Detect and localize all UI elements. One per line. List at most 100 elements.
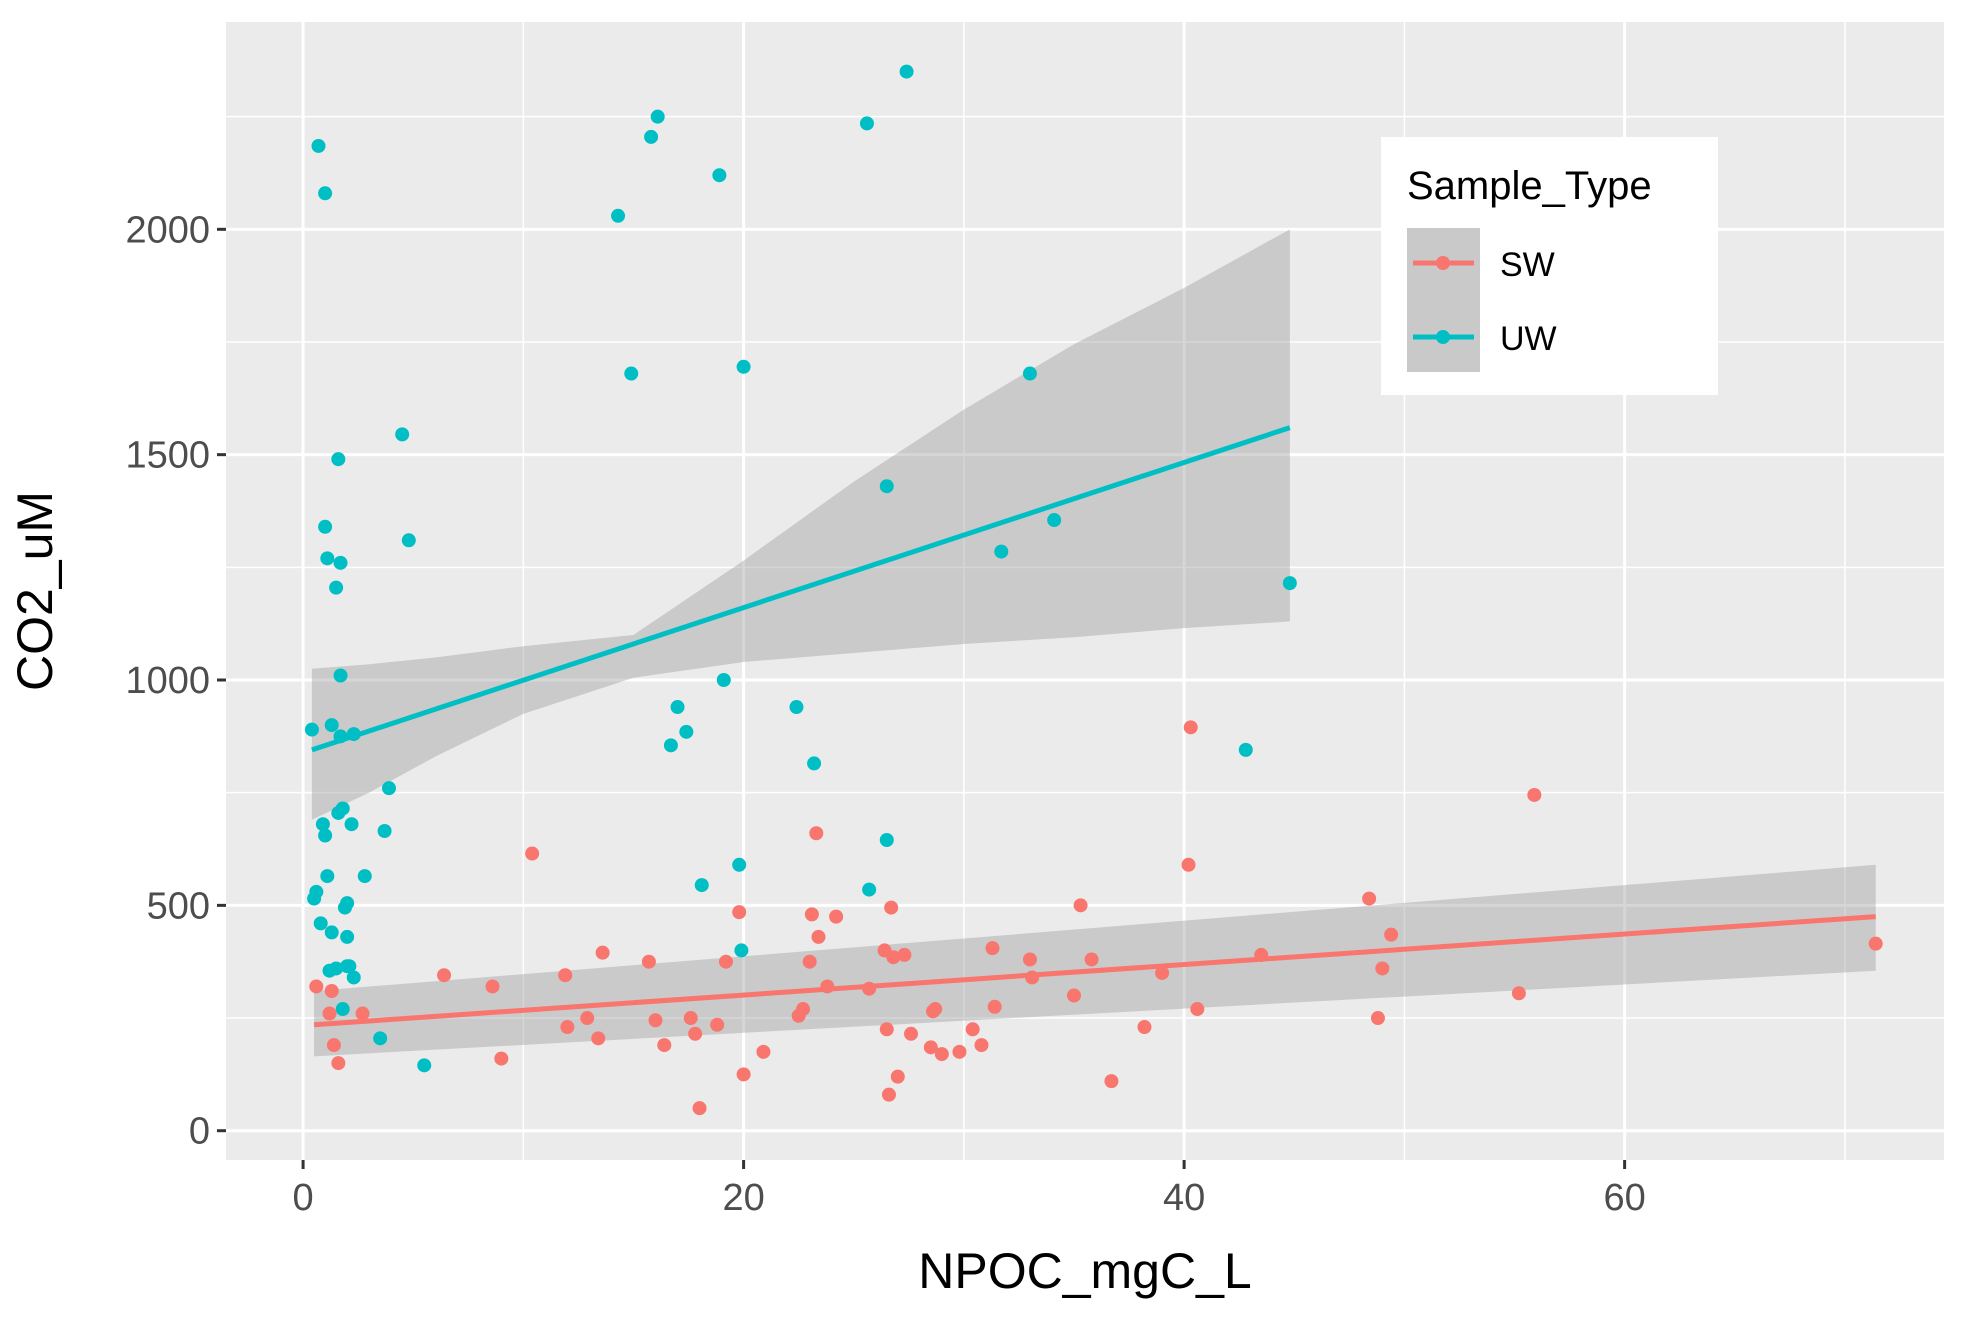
data-point-sw (1868, 936, 1883, 951)
data-point-sw (326, 1038, 341, 1053)
x-tick-label: 60 (1603, 1177, 1645, 1219)
data-point-uw (670, 700, 685, 715)
legend-marker-uw (1436, 330, 1450, 344)
data-point-sw (809, 826, 824, 841)
data-point-sw (560, 1020, 575, 1035)
data-point-sw (756, 1044, 771, 1059)
data-point-uw (732, 857, 747, 872)
legend-label-sw: SW (1500, 246, 1555, 284)
data-point-sw (862, 981, 877, 996)
data-point-sw (802, 954, 817, 969)
y-tick-label: 500 (147, 885, 210, 927)
data-point-sw (485, 979, 500, 994)
data-point-uw (624, 366, 639, 381)
data-point-sw (580, 1011, 595, 1026)
trend-line-sw (313, 914, 1876, 1028)
x-axis-title: NPOC_mgC_L (918, 1243, 1251, 1299)
data-point-sw (718, 954, 733, 969)
data-point-sw (591, 1031, 606, 1046)
data-point-sw (1155, 965, 1170, 980)
x-tick-label: 40 (1163, 1177, 1205, 1219)
data-point-uw (694, 878, 709, 893)
data-point-sw (324, 983, 339, 998)
y-axis-title: CO2_uM (7, 491, 63, 691)
x-tick-label: 20 (722, 1177, 764, 1219)
data-point-uw (333, 729, 348, 744)
data-point-uw (329, 961, 344, 976)
data-point-sw (987, 999, 1002, 1014)
data-point-sw (829, 909, 844, 924)
legend-marker-sw (1436, 256, 1450, 270)
data-point-uw (859, 116, 874, 131)
data-point-sw (1362, 891, 1377, 906)
legend-title: Sample_Type (1407, 164, 1652, 208)
data-point-uw (679, 724, 694, 739)
data-point-uw (357, 869, 372, 884)
data-point-sw (1022, 952, 1037, 967)
data-point-uw (320, 551, 335, 566)
data-point-uw (712, 168, 727, 183)
data-point-uw (318, 828, 333, 843)
data-point-uw (879, 479, 894, 494)
data-point-uw (340, 929, 355, 944)
data-point-sw (890, 1069, 905, 1084)
data-point-sw (923, 1040, 938, 1055)
data-point-uw (994, 544, 1009, 559)
data-point-uw (333, 555, 348, 570)
data-point-uw (340, 896, 355, 911)
data-point-sw (1104, 1074, 1119, 1089)
data-point-uw (611, 208, 626, 223)
data-point-sw (1190, 1002, 1205, 1017)
y-tick-label: 1000 (125, 660, 210, 702)
data-point-sw (1254, 947, 1269, 962)
data-point-sw (1375, 961, 1390, 976)
data-point-sw (732, 905, 747, 920)
data-point-sw (934, 1047, 949, 1062)
data-point-sw (897, 947, 912, 962)
data-point-uw (377, 823, 392, 838)
data-point-sw (437, 968, 452, 983)
data-point-uw (716, 673, 731, 688)
data-point-uw (329, 580, 344, 595)
data-point-sw (683, 1011, 698, 1026)
x-tick-label: 0 (293, 1177, 314, 1219)
y-tick-label: 0 (189, 1111, 210, 1153)
data-point-sw (1025, 970, 1040, 985)
data-point-sw (688, 1026, 703, 1041)
data-point-uw (807, 756, 822, 771)
data-point-uw (309, 884, 324, 899)
data-point-uw (346, 970, 361, 985)
data-point-uw (650, 109, 665, 124)
trend-lines (311, 425, 1876, 1028)
data-point-uw (862, 882, 877, 897)
data-point-uw (335, 801, 350, 816)
data-point-uw (663, 738, 678, 753)
legend-item-sw: SW (1407, 228, 1555, 298)
data-point-uw (879, 833, 894, 848)
data-point-uw (401, 533, 416, 548)
data-point-sw (648, 1013, 663, 1028)
data-point-sw (1073, 898, 1088, 913)
data-point-uw (318, 519, 333, 534)
data-point-uw (381, 781, 396, 796)
data-point-sw (525, 846, 540, 861)
data-points (304, 64, 1883, 1116)
data-point-sw (1137, 1020, 1152, 1035)
data-point-uw (315, 817, 330, 832)
data-point-uw (644, 129, 659, 144)
data-point-sw (355, 1006, 370, 1021)
data-point-sw (903, 1026, 918, 1041)
data-point-uw (899, 64, 914, 79)
data-point-sw (657, 1038, 672, 1053)
data-point-sw (884, 900, 899, 915)
data-point-sw (1527, 787, 1542, 802)
trend-line-uw (311, 425, 1291, 753)
data-point-sw (965, 1022, 980, 1037)
legend-item-uw: UW (1407, 298, 1557, 372)
legend-label-uw: UW (1500, 320, 1557, 358)
data-point-sw (1370, 1011, 1385, 1026)
data-point-sw (1066, 988, 1081, 1003)
data-point-sw (1181, 857, 1196, 872)
data-point-sw (974, 1038, 989, 1053)
